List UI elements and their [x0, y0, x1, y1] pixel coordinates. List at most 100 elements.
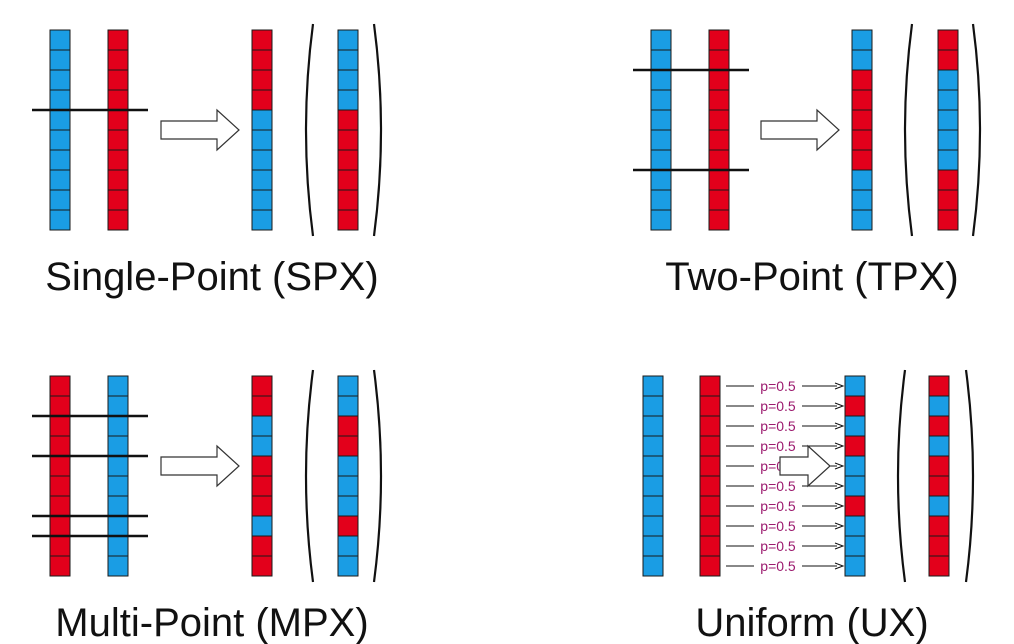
child-a-chromosome-cell [844, 535, 866, 557]
parent-a-chromosome-cell [650, 109, 672, 131]
swap-probability-label: p=0.5 [760, 478, 796, 494]
child-b-chromosome-cell [937, 129, 959, 151]
child-a-chromosome-cell [851, 109, 873, 131]
child-b-chromosome-cell [337, 189, 359, 211]
child-b-chromosome-cell [928, 495, 950, 517]
child-b-chromosome-cell [928, 475, 950, 497]
child-b-chromosome-cell [337, 109, 359, 131]
parent-a-chromosome-cell [49, 515, 71, 537]
parent-a-chromosome-cell [49, 475, 71, 497]
left-paren-icon [903, 23, 914, 237]
child-a-chromosome-cell [251, 169, 273, 191]
child-a-chromosome-cell [251, 375, 273, 397]
parent-a-chromosome-cell [642, 435, 664, 457]
parent-b-chromosome-cell [699, 395, 721, 417]
child-a-chromosome-cell [251, 69, 273, 91]
swap-probability-label: p=0.5 [760, 418, 796, 434]
child-b-chromosome [337, 29, 359, 231]
parent-b-chromosome-cell [699, 555, 721, 577]
caption-multi-point: Multi-Point (MPX) [55, 601, 368, 644]
parent-a-chromosome [49, 375, 71, 577]
parent-a-chromosome-cell [642, 375, 664, 397]
child-a-chromosome-cell [251, 415, 273, 437]
parent-b-chromosome-cell [699, 415, 721, 437]
child-b-chromosome-cell [337, 149, 359, 171]
parent-b-chromosome-cell [699, 475, 721, 497]
parent-a-chromosome-cell [49, 129, 71, 151]
child-b-chromosome-cell [928, 435, 950, 457]
parent-a-chromosome-cell [49, 395, 71, 417]
child-b-chromosome-cell [928, 555, 950, 577]
child-a-chromosome-cell [851, 129, 873, 151]
swap-arrowhead-icon [834, 562, 845, 570]
parent-b-chromosome-cell [699, 515, 721, 537]
child-b-chromosome-cell [928, 535, 950, 557]
right-paren-icon [971, 23, 982, 237]
child-a-chromosome-cell [251, 129, 273, 151]
child-b-chromosome-cell [937, 189, 959, 211]
crossover-arrow-icon [160, 108, 240, 152]
child-b-chromosome [337, 375, 359, 577]
child-a-chromosome-cell [251, 455, 273, 477]
child-b-chromosome-cell [337, 169, 359, 191]
child-b-chromosome-cell [937, 29, 959, 51]
parent-b-chromosome-cell [708, 109, 730, 131]
child-a-chromosome-cell [851, 49, 873, 71]
parent-b-chromosome-cell [107, 89, 129, 111]
child-a-chromosome-cell [844, 375, 866, 397]
child-a-chromosome-cell [251, 49, 273, 71]
parent-a-chromosome-cell [650, 29, 672, 51]
child-a-chromosome-cell [844, 415, 866, 437]
child-a-chromosome-cell [851, 69, 873, 91]
parent-a-chromosome-cell [650, 49, 672, 71]
child-a-chromosome [851, 29, 873, 231]
child-a-chromosome-cell [251, 435, 273, 457]
child-b-chromosome-cell [337, 395, 359, 417]
parent-a-chromosome-cell [49, 169, 71, 191]
parent-b-chromosome-cell [107, 475, 129, 497]
child-a-chromosome-cell [251, 395, 273, 417]
panel-multi-point: Multi-Point (MPX) [32, 369, 383, 644]
child-a-chromosome-cell [851, 89, 873, 111]
crossover-arrow-icon [779, 444, 831, 488]
child-a-chromosome-cell [251, 189, 273, 211]
parent-a-chromosome-cell [49, 89, 71, 111]
parent-a-chromosome-cell [642, 535, 664, 557]
child-a-chromosome-cell [251, 149, 273, 171]
crossover-arrow-icon [160, 444, 240, 488]
parent-a-chromosome-cell [49, 189, 71, 211]
parent-b-chromosome-cell [107, 415, 129, 437]
child-b-chromosome-cell [337, 209, 359, 231]
parent-b-chromosome-cell [708, 169, 730, 191]
swap-probability-label: p=0.5 [760, 538, 796, 554]
child-b-chromosome-cell [937, 49, 959, 71]
child-b-chromosome-cell [337, 475, 359, 497]
caption-two-point: Two-Point (TPX) [665, 255, 958, 299]
parent-b-chromosome-cell [708, 149, 730, 171]
child-b-chromosome-cell [928, 455, 950, 477]
parent-a-chromosome-cell [49, 415, 71, 437]
parent-a-chromosome-cell [49, 555, 71, 577]
child-a-chromosome-cell [844, 455, 866, 477]
swap-arrowhead-icon [834, 502, 845, 510]
right-paren-icon [372, 369, 383, 583]
parent-a-chromosome-cell [49, 535, 71, 557]
child-a-chromosome-cell [251, 209, 273, 231]
child-a-chromosome-cell [251, 535, 273, 557]
parent-b-chromosome-cell [699, 535, 721, 557]
parent-b-chromosome-cell [107, 149, 129, 171]
parent-b-chromosome-cell [107, 495, 129, 517]
parent-a-chromosome-cell [49, 495, 71, 517]
parent-a-chromosome [49, 29, 71, 231]
parent-b-chromosome-cell [699, 495, 721, 517]
parent-b-chromosome-cell [699, 375, 721, 397]
parent-b-chromosome-cell [107, 69, 129, 91]
child-b-chromosome-cell [937, 209, 959, 231]
child-a-chromosome [251, 375, 273, 577]
child-a-chromosome-cell [251, 555, 273, 577]
child-b-chromosome [928, 375, 950, 577]
child-a-chromosome-cell [851, 29, 873, 51]
parent-a-chromosome-cell [49, 375, 71, 397]
swap-arrowhead-icon [834, 462, 845, 470]
